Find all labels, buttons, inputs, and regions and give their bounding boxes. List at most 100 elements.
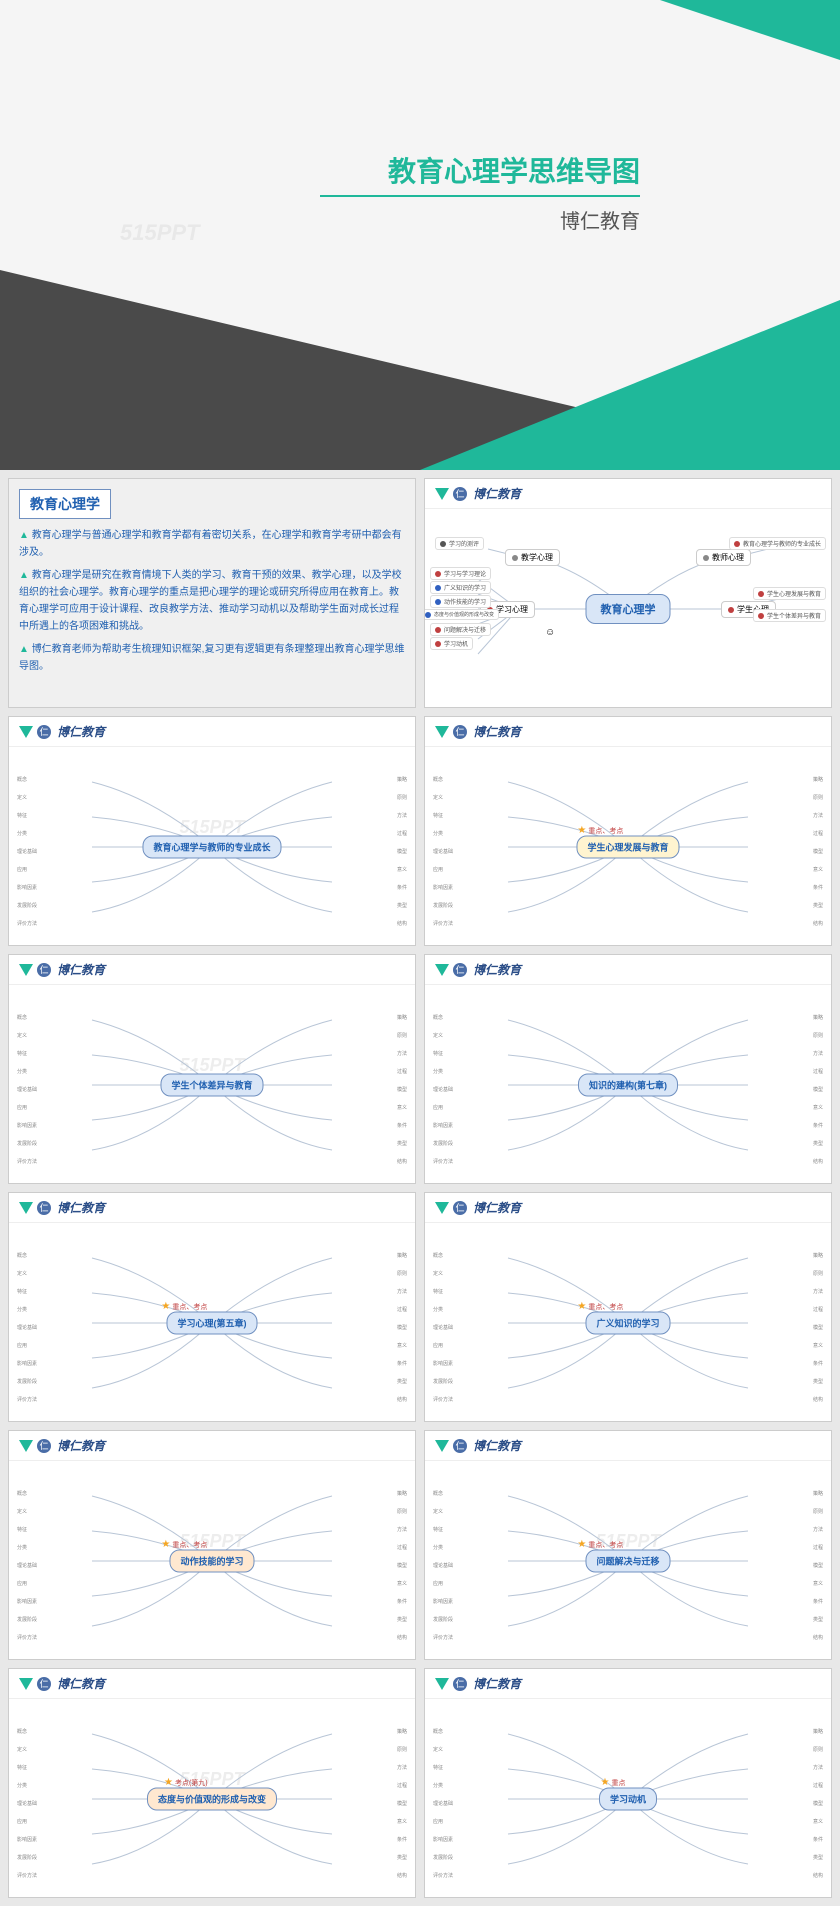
slide-overview: 仁 学习的测评 博仁教育 教育心理学 教学心理 教师心理 学习心理 学生心理 学… bbox=[424, 478, 832, 708]
leaf: 学习与学习理论 bbox=[430, 567, 491, 580]
slide-header: 仁 学习的测评 博仁教育 bbox=[425, 479, 831, 509]
slide-header: 仁 博仁教育 bbox=[425, 1669, 831, 1699]
hero-subtitle: 博仁教育 bbox=[560, 205, 640, 234]
logo-text: 博仁教育 bbox=[57, 1437, 105, 1454]
logo-text: 博仁教育 bbox=[473, 1675, 521, 1692]
center-node: 学生心理发展与教育 bbox=[576, 836, 679, 859]
logo-triangle-icon bbox=[19, 1202, 33, 1214]
logo-triangle-icon bbox=[435, 1678, 449, 1690]
star-icon: ★ bbox=[161, 1539, 170, 1550]
slide-header: 仁 博仁教育 bbox=[425, 955, 831, 985]
mindmap-detail: 515PPT 概念定义特征分类理论基础应用影响因素发展阶段评价方法策略原则方法过… bbox=[9, 1699, 415, 1898]
tag-label: ★重点、考点 bbox=[577, 1539, 623, 1550]
center-node: 教育心理学 bbox=[586, 594, 671, 624]
tag-label: ★重点、考点 bbox=[161, 1301, 207, 1312]
intro-para-3: 博仁教育老师为帮助考生梳理知识框架,复习更有逻辑更有条理整理出教育心理学思维导图… bbox=[19, 641, 405, 675]
logo-text: 博仁教育 bbox=[57, 1675, 105, 1692]
mindmap-detail: 515PPT 概念定义特征分类理论基础应用影响因素发展阶段评价方法策略原则方法过… bbox=[9, 985, 415, 1184]
logo-text: 博仁教育 bbox=[57, 1199, 105, 1216]
mindmap-detail: 515PPT 概念定义特征分类理论基础应用影响因素发展阶段评价方法策略原则方法过… bbox=[9, 1461, 415, 1660]
slide-detail: 仁 博仁教育 515PPT 概念定义特征分类理论基础应用影响因素发展阶段评价方法… bbox=[8, 716, 416, 946]
slide-detail: 仁 博仁教育 515PPT 概念定义特征分类理论基础应用影响因素发展阶段评价方法… bbox=[8, 954, 416, 1184]
slide-detail: 仁 博仁教育 515PPT 概念定义特征分类理论基础应用影响因素发展阶段评价方法… bbox=[8, 1668, 416, 1898]
logo-triangle-icon bbox=[19, 1678, 33, 1690]
tag-label: ★重点、考点 bbox=[161, 1539, 207, 1550]
mindmap-detail: 概念定义特征分类理论基础应用影响因素发展阶段评价方法策略原则方法过程模型意义条件… bbox=[425, 1223, 831, 1422]
mindmap-overview: 教育心理学 教学心理 教师心理 学习心理 学生心理 学习的测评 教育心理学与教师… bbox=[425, 509, 831, 708]
tag-label: ★重点 bbox=[601, 1777, 626, 1788]
logo-triangle-icon bbox=[435, 1202, 449, 1214]
slide-header: 仁 博仁教育 bbox=[9, 717, 415, 747]
slide-header: 仁 博仁教育 bbox=[425, 1431, 831, 1461]
slide-detail: 仁 博仁教育 概念定义特征分类理论基础应用影响因素发展阶段评价方法策略原则方法过… bbox=[424, 954, 832, 1184]
leaf: 广义知识的学习 bbox=[430, 581, 491, 594]
slide-detail: 仁 博仁教育 概念定义特征分类理论基础应用影响因素发展阶段评价方法策略原则方法过… bbox=[8, 1192, 416, 1422]
smiley-icon: ☺ bbox=[545, 627, 555, 638]
slide-detail: 仁 博仁教育 概念定义特征分类理论基础应用影响因素发展阶段评价方法策略原则方法过… bbox=[424, 1192, 832, 1422]
center-node: 学生个体差异与教育 bbox=[160, 1074, 263, 1097]
leaf: 动作技能的学习 bbox=[430, 595, 491, 608]
center-node: 学习心理(第五章) bbox=[167, 1312, 258, 1335]
logo-circle-icon: 仁 bbox=[453, 725, 467, 739]
tag-label: ★考点(第九) bbox=[164, 1777, 208, 1788]
intro-title-box: 教育心理学 bbox=[19, 489, 111, 519]
decor-triangle-top bbox=[660, 0, 840, 60]
star-icon: ★ bbox=[164, 1777, 173, 1788]
logo-text: 博仁教育 bbox=[473, 1199, 521, 1216]
slide-header: 仁 博仁教育 bbox=[9, 1431, 415, 1461]
center-node: 动作技能的学习 bbox=[169, 1550, 254, 1573]
branch-node: 教师心理 bbox=[696, 549, 751, 566]
logo-circle-icon: 仁 bbox=[37, 1201, 51, 1215]
center-node: 知识的建构(第七章) bbox=[578, 1074, 678, 1097]
logo-text: 博仁教育 bbox=[473, 723, 521, 740]
leaf: 学生个体差异与教育 bbox=[753, 609, 826, 622]
logo-circle-icon: 仁 bbox=[453, 1677, 467, 1691]
hero-title: 教育心理学思维导图 bbox=[388, 150, 640, 190]
center-node: 教育心理学与教师的专业成长 bbox=[142, 836, 281, 859]
slide-detail: 仁 博仁教育 515PPT 概念定义特征分类理论基础应用影响因素发展阶段评价方法… bbox=[424, 1430, 832, 1660]
mindmap-detail: 概念定义特征分类理论基础应用影响因素发展阶段评价方法策略原则方法过程模型意义条件… bbox=[425, 747, 831, 946]
logo-text: 博仁教育 bbox=[57, 961, 105, 978]
mindmap-detail: 515PPT 概念定义特征分类理论基础应用影响因素发展阶段评价方法策略原则方法过… bbox=[425, 1461, 831, 1660]
center-node: 学习动机 bbox=[599, 1788, 657, 1811]
logo-triangle-icon bbox=[435, 1440, 449, 1452]
logo-circle-icon: 仁 bbox=[37, 725, 51, 739]
logo-circle-icon: 仁 bbox=[37, 1439, 51, 1453]
slide-detail: 仁 博仁教育 515PPT 概念定义特征分类理论基础应用影响因素发展阶段评价方法… bbox=[8, 1430, 416, 1660]
mindmap-detail: 515PPT 概念定义特征分类理论基础应用影响因素发展阶段评价方法策略原则方法过… bbox=[9, 747, 415, 946]
logo-circle-icon: 仁 bbox=[453, 487, 467, 501]
intro-title: 教育心理学 bbox=[30, 496, 100, 512]
mindmap-detail: 概念定义特征分类理论基础应用影响因素发展阶段评价方法策略原则方法过程模型意义条件… bbox=[425, 985, 831, 1184]
tag-label: ★重点、考点 bbox=[577, 825, 623, 836]
star-icon: ★ bbox=[161, 1301, 170, 1312]
logo-triangle-icon bbox=[19, 964, 33, 976]
leaf: 教育心理学与教师的专业成长 bbox=[729, 537, 826, 550]
slide-detail: 仁 博仁教育 概念定义特征分类理论基础应用影响因素发展阶段评价方法策略原则方法过… bbox=[424, 716, 832, 946]
slide-header: 仁 博仁教育 bbox=[425, 717, 831, 747]
star-icon: ★ bbox=[601, 1777, 610, 1788]
tag-label: ★重点、考点 bbox=[577, 1301, 623, 1312]
center-node: 广义知识的学习 bbox=[585, 1312, 670, 1335]
logo-triangle-icon bbox=[435, 964, 449, 976]
logo-triangle-icon bbox=[435, 488, 449, 500]
logo-text: 博仁教育 bbox=[473, 1437, 521, 1454]
logo-circle-icon: 仁 bbox=[453, 1439, 467, 1453]
slides-grid: 教育心理学 教育心理学与普通心理学和教育学都有着密切关系，在心理学和教育学考研中… bbox=[0, 470, 840, 1906]
decor-triangle-green bbox=[420, 300, 840, 470]
leaf: 学习的测评 bbox=[435, 537, 484, 550]
intro-para-2: 教育心理学是研究在教育情境下人类的学习、教育干预的效果、教学心理，以及学校组织的… bbox=[19, 567, 405, 635]
hero-divider bbox=[320, 195, 640, 197]
logo-circle-icon: 仁 bbox=[453, 1201, 467, 1215]
leaf: 学习动机 bbox=[430, 637, 473, 650]
slide-intro: 教育心理学 教育心理学与普通心理学和教育学都有着密切关系，在心理学和教育学考研中… bbox=[8, 478, 416, 708]
slide-detail: 仁 博仁教育 概念定义特征分类理论基础应用影响因素发展阶段评价方法策略原则方法过… bbox=[424, 1668, 832, 1898]
logo-circle-icon: 仁 bbox=[37, 963, 51, 977]
logo-text: 博仁教育 bbox=[473, 485, 521, 502]
watermark: 515PPT bbox=[120, 220, 200, 246]
leaf: 态度与价值观的形成与改变 bbox=[424, 609, 499, 620]
logo-circle-icon: 仁 bbox=[37, 1677, 51, 1691]
leaf: 学生心理发展与教育 bbox=[753, 587, 826, 600]
mindmap-detail: 概念定义特征分类理论基础应用影响因素发展阶段评价方法策略原则方法过程模型意义条件… bbox=[425, 1699, 831, 1898]
slide-header: 仁 博仁教育 bbox=[9, 955, 415, 985]
leaf: 问题解决与迁移 bbox=[430, 623, 491, 636]
